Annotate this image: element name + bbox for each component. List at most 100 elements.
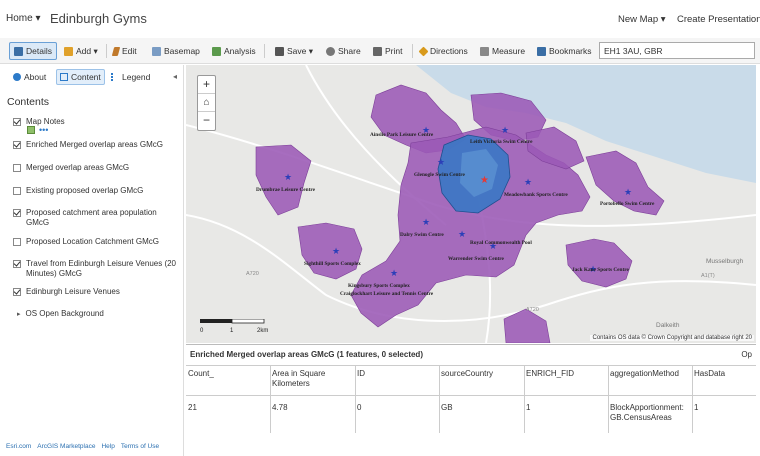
footer-link-help[interactable]: Help [101,443,115,450]
save-icon [275,46,284,56]
share-button[interactable]: Share [326,42,361,60]
contents-panel: About Content Legend ◂ Contents Map Note… [0,65,184,456]
place-labels: Musselburgh Dalkeith [656,258,744,329]
venue-star-icon: ★ [589,264,597,274]
panel-tabs: About Content Legend ◂ [0,65,184,89]
footer-link-terms[interactable]: Terms of Use [120,443,160,450]
zoom-in-button[interactable]: + [198,76,215,94]
create-presentation-link[interactable]: Create Presentation [677,14,760,25]
column-header[interactable]: ENRICH_FID [526,369,575,378]
location-marker-icon: ★ [480,175,489,186]
venue-label: Craiglockhart Leisure and Tennis Centre [340,291,434,297]
column-header[interactable]: sourceCountry [441,369,494,378]
layer-item[interactable]: Travel from Edinburgh Leisure Venues (20… [13,259,178,279]
bookmarks-icon [537,46,546,56]
layer-label: Proposed catchment area population GMcG [26,208,157,227]
tab-legend[interactable]: Legend [108,69,153,85]
tab-about[interactable]: About [10,69,49,85]
toolbar-divider [106,44,107,58]
road-label: A720 [526,307,539,313]
layer-label: Edinburgh Leisure Venues [26,287,120,296]
venue-label: Portobello Swim Centre [600,201,655,207]
basemap-label: Basemap [164,46,200,56]
app-header: Home ▾ Edinburgh Gyms New Map ▾ Create P… [0,0,760,38]
layer-checkbox[interactable] [13,209,21,217]
details-button[interactable]: Details [9,42,57,60]
venue-label: Dalry Swim Centre [400,232,444,238]
scale-label: 0 [200,328,204,334]
place-label: Musselburgh [706,258,744,265]
column-divider [355,365,356,433]
tab-content[interactable]: Content [56,69,105,85]
analysis-button[interactable]: Analysis [212,42,256,60]
table-options-button[interactable]: Op [741,350,752,359]
column-header[interactable]: Area in Square Kilometers [272,369,326,388]
home-extent-button[interactable]: ⌂ [198,94,215,112]
catchment-areas [255,84,665,343]
more-options-icon[interactable]: ••• [39,125,49,135]
layer-item[interactable]: Map Notes [13,117,178,127]
venue-star-icon: ★ [489,241,497,251]
layer-label: Existing proposed overlap GMcG [26,186,144,195]
layer-checkbox[interactable] [13,288,21,296]
column-divider [524,365,525,433]
column-header[interactable]: Count_ [188,369,214,378]
contents-heading: Contents [7,96,50,108]
column-header[interactable]: ID [357,369,365,378]
zoom-out-button[interactable]: − [202,113,210,127]
layer-checkbox[interactable] [13,118,21,126]
layer-item[interactable]: Existing proposed overlap GMcG [13,186,178,196]
column-header[interactable]: aggregationMethod [610,369,679,378]
edit-button[interactable]: Edit [111,42,137,60]
layer-item[interactable]: Enriched Merged overlap areas GMcG [13,140,178,150]
basemap-layer-item[interactable]: ▸ OS Open Background [17,309,182,319]
layer-checkbox[interactable] [13,164,21,172]
venue-star-icon: ★ [422,125,430,135]
scale-label: 2km [257,328,269,334]
directions-button[interactable]: Directions [418,42,468,60]
map-title: Edinburgh Gyms [50,11,147,26]
add-button[interactable]: Add ▾ [64,42,98,60]
tab-about-label: About [24,72,47,82]
home-menu[interactable]: Home ▾ [6,13,41,24]
edit-label: Edit [122,46,137,56]
table-title: Enriched Merged overlap areas GMcG (1 fe… [190,350,423,359]
measure-button[interactable]: Measure [480,42,525,60]
bookmarks-button[interactable]: Bookmarks [537,42,592,60]
venue-labels: Ainslie Park Leisure Centre Leith Victor… [256,132,655,297]
road-label: A1(T) [701,273,715,279]
expand-caret-icon[interactable]: ▸ [17,311,21,318]
layer-checkbox[interactable] [13,260,21,268]
column-divider [692,365,693,433]
search-input[interactable] [599,42,755,59]
print-button[interactable]: Print [373,42,402,60]
table-cell: 4.78 [272,403,288,412]
collapse-panel-icon[interactable]: ◂ [173,72,178,81]
layer-checkbox[interactable] [13,187,21,195]
table-cell: BlockApportionment:GB.CensusAreas [610,403,684,422]
save-button[interactable]: Save ▾ [275,42,313,60]
footer-link-marketplace[interactable]: ArcGIS Marketplace [37,443,96,450]
venue-label: Leith Victoria Swim Centre [470,139,533,145]
layer-item[interactable]: Proposed Location Catchment GMcG [13,237,178,247]
column-header[interactable]: HasData [694,369,726,378]
new-map-menu[interactable]: New Map ▾ [618,14,666,25]
tab-legend-label: Legend [122,72,151,82]
basemap-button[interactable]: Basemap [152,42,200,60]
scale-bar: 0 1 2km [200,318,268,334]
table-border [186,395,756,396]
map-view[interactable]: ★ ★ ★ ★ ★ ★ ★ ★ ★ ★ ★ ★ ★ Ainslie Park L… [186,65,756,343]
layer-item[interactable]: Proposed catchment area population GMcG [13,208,178,228]
footer-link-esri[interactable]: Esri.com [6,443,32,450]
layer-checkbox[interactable] [13,141,21,149]
road-label: A720 [246,271,259,277]
place-label: Dalkeith [656,322,680,329]
venue-star-icon: ★ [332,246,340,256]
layer-checkbox[interactable] [13,238,21,246]
layer-item[interactable]: Merged overlap areas GMcG [13,163,178,173]
table-cell: 1 [694,403,699,412]
layer-item[interactable]: Edinburgh Leisure Venues [13,287,178,297]
analysis-label: Analysis [224,46,256,56]
venue-star-icon: ★ [422,217,430,227]
venue-markers: ★ ★ ★ ★ ★ ★ ★ ★ ★ ★ ★ ★ [284,125,632,278]
